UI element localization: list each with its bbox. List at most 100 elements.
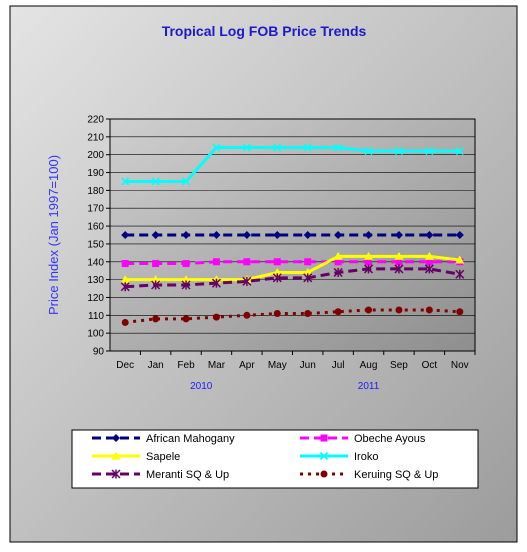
data-point <box>242 276 252 286</box>
x-tick-label: Jan <box>148 360 164 371</box>
data-point <box>152 315 160 323</box>
data-point <box>242 143 251 152</box>
y-tick-label: 170 <box>87 204 104 215</box>
data-point <box>151 231 160 239</box>
data-point <box>182 315 190 323</box>
series-line-iroko <box>125 146 460 183</box>
series-line-sapele <box>125 254 460 282</box>
data-point <box>243 311 251 319</box>
x-axis-year-labels: 2010 2011 <box>190 381 380 392</box>
data-point <box>364 251 374 260</box>
data-point <box>242 231 251 239</box>
x-tick-label: Sep <box>390 360 408 371</box>
data-point <box>455 255 465 264</box>
y-tick-label: 210 <box>87 132 104 143</box>
y-tick-label: 200 <box>87 150 104 161</box>
legend <box>71 429 479 489</box>
data-point <box>121 231 130 239</box>
data-point <box>273 143 282 152</box>
data-point <box>212 231 221 239</box>
data-point <box>273 231 282 239</box>
data-point <box>334 143 343 152</box>
legend-marker <box>111 451 121 460</box>
legend-entries: African Mahogany Obeche Ayous Sapele Iroko M… <box>92 433 438 481</box>
x-tick-label: Oct <box>422 360 438 371</box>
legend-label: Obeche Ayous <box>354 433 426 445</box>
data-point <box>425 258 433 266</box>
data-point <box>211 278 221 288</box>
data-point <box>425 231 434 239</box>
data-point <box>303 143 312 152</box>
legend-marker <box>111 469 121 479</box>
data-point <box>304 258 312 266</box>
series-african-mahogany <box>121 231 464 239</box>
data-point <box>121 177 130 186</box>
x-tick-label: Jun <box>300 360 316 371</box>
data-point <box>424 264 434 274</box>
x-axis-ticks: Dec Jan Feb Mar Apr May Jun Jul Aug Sep Oct Nov <box>116 351 476 371</box>
data-point <box>425 147 434 156</box>
series-group <box>120 143 465 326</box>
data-point <box>334 308 342 316</box>
y-tick-label: 110 <box>88 311 104 322</box>
legend-marker <box>112 434 120 442</box>
series-keruing-sq-up <box>121 306 464 326</box>
data-point <box>456 308 464 316</box>
data-point <box>364 264 374 274</box>
data-point <box>395 306 403 314</box>
y-tick-label: 140 <box>87 257 104 268</box>
data-point <box>182 260 190 268</box>
x-tick-label: Dec <box>116 360 134 371</box>
y-tick-label: 120 <box>87 293 104 304</box>
legend-label: Sapele <box>146 451 180 463</box>
x-tick-label: Jul <box>332 360 345 371</box>
x-tick-label: Mar <box>208 360 226 371</box>
data-point <box>273 310 281 318</box>
data-point <box>272 273 282 283</box>
y-tick-label: 220 <box>87 115 104 126</box>
data-point <box>365 258 373 266</box>
x-tick-label: Apr <box>239 360 255 371</box>
legend-label: Iroko <box>354 451 378 463</box>
y-tick-label: 190 <box>87 168 104 179</box>
legend-marker <box>320 434 328 442</box>
data-point <box>333 251 343 260</box>
data-point <box>212 143 221 152</box>
x-tick-label: Nov <box>451 360 469 371</box>
data-point <box>364 147 373 156</box>
series-iroko <box>121 143 464 186</box>
data-point <box>303 267 313 276</box>
data-point <box>121 260 129 268</box>
data-point <box>455 231 464 239</box>
data-point <box>181 177 191 186</box>
data-point <box>151 280 161 290</box>
data-point <box>364 231 373 239</box>
data-point <box>394 251 404 260</box>
y-tick-label: 90 <box>93 347 105 358</box>
y-axis-label: Price Index (Jan 1997=100) <box>46 155 61 315</box>
data-point <box>455 147 464 156</box>
data-point <box>455 269 465 279</box>
legend-entry-african-mahogany: African Mahogany <box>92 433 235 445</box>
data-point <box>212 313 220 321</box>
series-meranti-sq-up <box>120 264 465 292</box>
data-point <box>334 231 343 239</box>
legend-entry-sapele: Sapele <box>92 451 180 463</box>
data-point <box>395 258 403 266</box>
y-axis-ticks: 90 100 110 120 130 140 150 160 170 180 190 200 210 22… <box>87 115 110 358</box>
legend-entry-meranti-sq-up: Meranti SQ & Up <box>92 469 229 481</box>
y-tick-label: 100 <box>87 329 104 340</box>
x-year-label: 2011 <box>358 381 380 392</box>
data-point <box>303 273 313 283</box>
legend-entry-keruing-sq-up: Keruing SQ & Up <box>300 469 438 481</box>
x-year-label: 2010 <box>190 381 213 392</box>
data-point <box>182 231 191 239</box>
data-point <box>212 258 220 266</box>
data-point <box>120 282 130 292</box>
legend-marker <box>319 451 329 461</box>
data-point <box>243 258 251 266</box>
x-tick-label: Feb <box>177 360 195 371</box>
data-point <box>394 231 403 239</box>
